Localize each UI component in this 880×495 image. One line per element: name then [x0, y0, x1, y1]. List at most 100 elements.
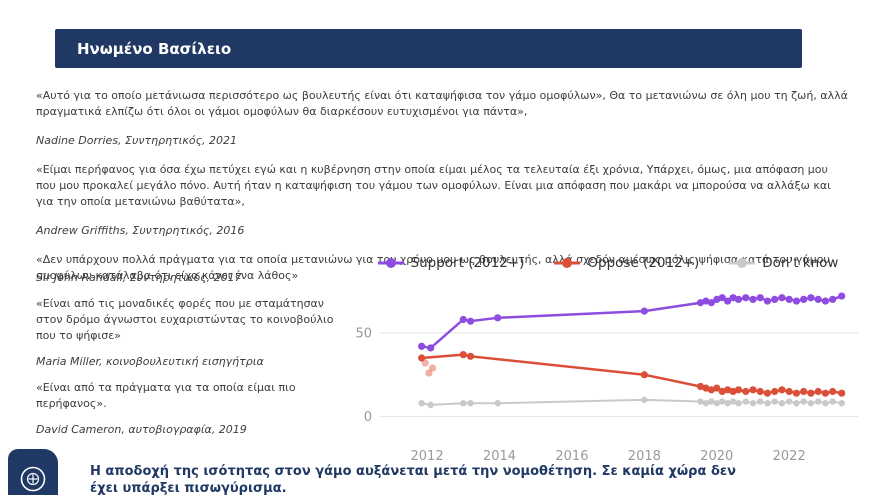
series-point-0	[742, 294, 750, 302]
series-point-1	[640, 371, 648, 379]
series-point-1	[749, 386, 757, 394]
opinion-poll-chart: Support (2012+) Oppose (2012+) Don't know …	[346, 250, 870, 474]
quote-attribution: Andrew Griffiths, Συντηρητικός, 2016	[36, 224, 245, 237]
series-point-0	[729, 294, 737, 302]
chart-legend: Support (2012+) Oppose (2012+) Don't know	[346, 250, 870, 276]
series-point-0	[696, 299, 705, 307]
series-point-2	[814, 398, 822, 405]
series-point-0	[466, 317, 475, 325]
quotes-section-full-width: «Αυτό για το οποίο μετάνιωσα περισσότερο…	[36, 88, 850, 297]
series-line-2	[421, 398, 842, 406]
series-point-2	[467, 400, 474, 407]
series-point-0	[829, 295, 837, 303]
legend-label: Don't know	[762, 255, 839, 271]
series-point-faded-1	[425, 369, 433, 377]
series-point-1	[807, 389, 815, 397]
x-tick-label: 2012	[411, 449, 444, 464]
series-point-2	[807, 400, 815, 407]
quotes-section-left-column: Sir John Randall, Συντηρητικός, 2017 «Εί…	[36, 270, 334, 448]
series-point-1	[729, 387, 737, 396]
series-point-1	[838, 389, 846, 397]
series-point-0	[771, 295, 779, 303]
series-point-1	[466, 352, 475, 360]
legend-item-1: Oppose (2012+)	[554, 255, 699, 271]
series-point-1	[696, 382, 705, 391]
x-tick-label: 2022	[773, 449, 806, 464]
series-point-2	[742, 398, 749, 405]
series-point-2	[702, 400, 710, 407]
series-point-0	[749, 295, 757, 303]
legend-marker-icon	[377, 258, 404, 268]
series-point-2	[764, 400, 771, 407]
series-point-1	[459, 351, 467, 359]
series-point-2	[793, 400, 800, 407]
y-tick-label: 0	[364, 410, 372, 425]
series-point-2	[494, 400, 501, 407]
slide-title-bar: Ηνωμένο Βασίλειο	[55, 29, 802, 68]
series-point-1	[829, 387, 837, 396]
series-point-0	[418, 342, 426, 350]
series-point-2	[785, 398, 793, 405]
x-tick-label: 2020	[700, 449, 733, 464]
series-point-0	[821, 297, 830, 305]
series-point-2	[719, 398, 726, 405]
series-line-1	[421, 353, 842, 395]
series-point-0	[778, 294, 786, 302]
series-point-0	[763, 297, 772, 305]
conclusion-statement: Η αποδοχή της ισότητας στον γάμο αυξάνετ…	[90, 464, 736, 495]
quote-text: «Είναι από τις μοναδικές φορές που με στ…	[36, 297, 334, 342]
legend-label: Support (2012+)	[410, 255, 525, 271]
series-point-1	[756, 387, 764, 396]
series-point-1	[724, 386, 732, 394]
series-point-0	[814, 295, 822, 303]
series-point-2	[822, 400, 829, 407]
quote-text: «Δεν υπάρχουν πολλά πράγματα για τα οποί…	[36, 253, 830, 282]
series-point-1	[418, 354, 426, 362]
x-tick-label: 2018	[628, 449, 661, 464]
series-point-0	[707, 299, 715, 307]
series-point-2	[427, 401, 434, 409]
series-point-0	[640, 307, 648, 315]
quote-text: «Είναι από τα πράγματα για τα οποία είμα…	[36, 381, 296, 410]
series-point-0	[792, 297, 801, 305]
series-point-1	[718, 387, 726, 396]
series-point-2	[800, 398, 807, 405]
series-point-1	[800, 387, 808, 396]
page-title: Ηνωμένο Βασίλειο	[77, 39, 232, 58]
series-point-1	[771, 387, 779, 396]
quote-attribution: David Cameron, αυτοβιογραφία, 2019	[36, 423, 247, 436]
series-line-0	[421, 294, 843, 350]
series-point-0	[718, 294, 726, 302]
series-point-faded-1	[428, 364, 437, 372]
series-point-0	[734, 295, 743, 303]
series-point-1	[713, 384, 721, 392]
series-point-2	[838, 400, 845, 407]
quote-text: «Είμαι περήφανος για όσα έχω πετύχει εγώ…	[36, 163, 831, 208]
series-point-1	[785, 387, 793, 396]
series-point-2	[735, 400, 742, 407]
series-point-1	[702, 384, 710, 392]
series-point-0	[713, 295, 721, 303]
quote-attribution: Maria Miller, κοινοβουλευτική εισηγήτρια	[36, 355, 264, 368]
series-point-0	[494, 314, 502, 322]
legend-marker-icon	[729, 258, 756, 268]
quote-attribution: Nadine Dorries, Συντηρητικός, 2021	[36, 134, 238, 147]
series-point-1	[742, 387, 750, 396]
government-emblem-icon	[20, 466, 46, 492]
legend-label: Oppose (2012+)	[587, 255, 700, 271]
series-point-2	[708, 398, 715, 405]
series-point-2	[757, 398, 764, 405]
series-point-1	[734, 386, 743, 394]
series-point-1	[821, 389, 830, 397]
quote-attribution: Sir John Randall, Συντηρητικός, 2017	[36, 271, 242, 284]
legend-marker-icon	[554, 258, 581, 268]
legend-item-0: Support (2012+)	[377, 255, 525, 271]
series-point-1	[814, 387, 822, 396]
series-point-2	[778, 400, 786, 407]
series-point-0	[807, 294, 815, 302]
series-point-2	[724, 400, 731, 407]
quote-text: «Αυτό για το οποίο μετάνιωσα περισσότερο…	[36, 89, 848, 118]
series-point-0	[785, 295, 793, 303]
series-point-faded-1	[421, 359, 429, 367]
